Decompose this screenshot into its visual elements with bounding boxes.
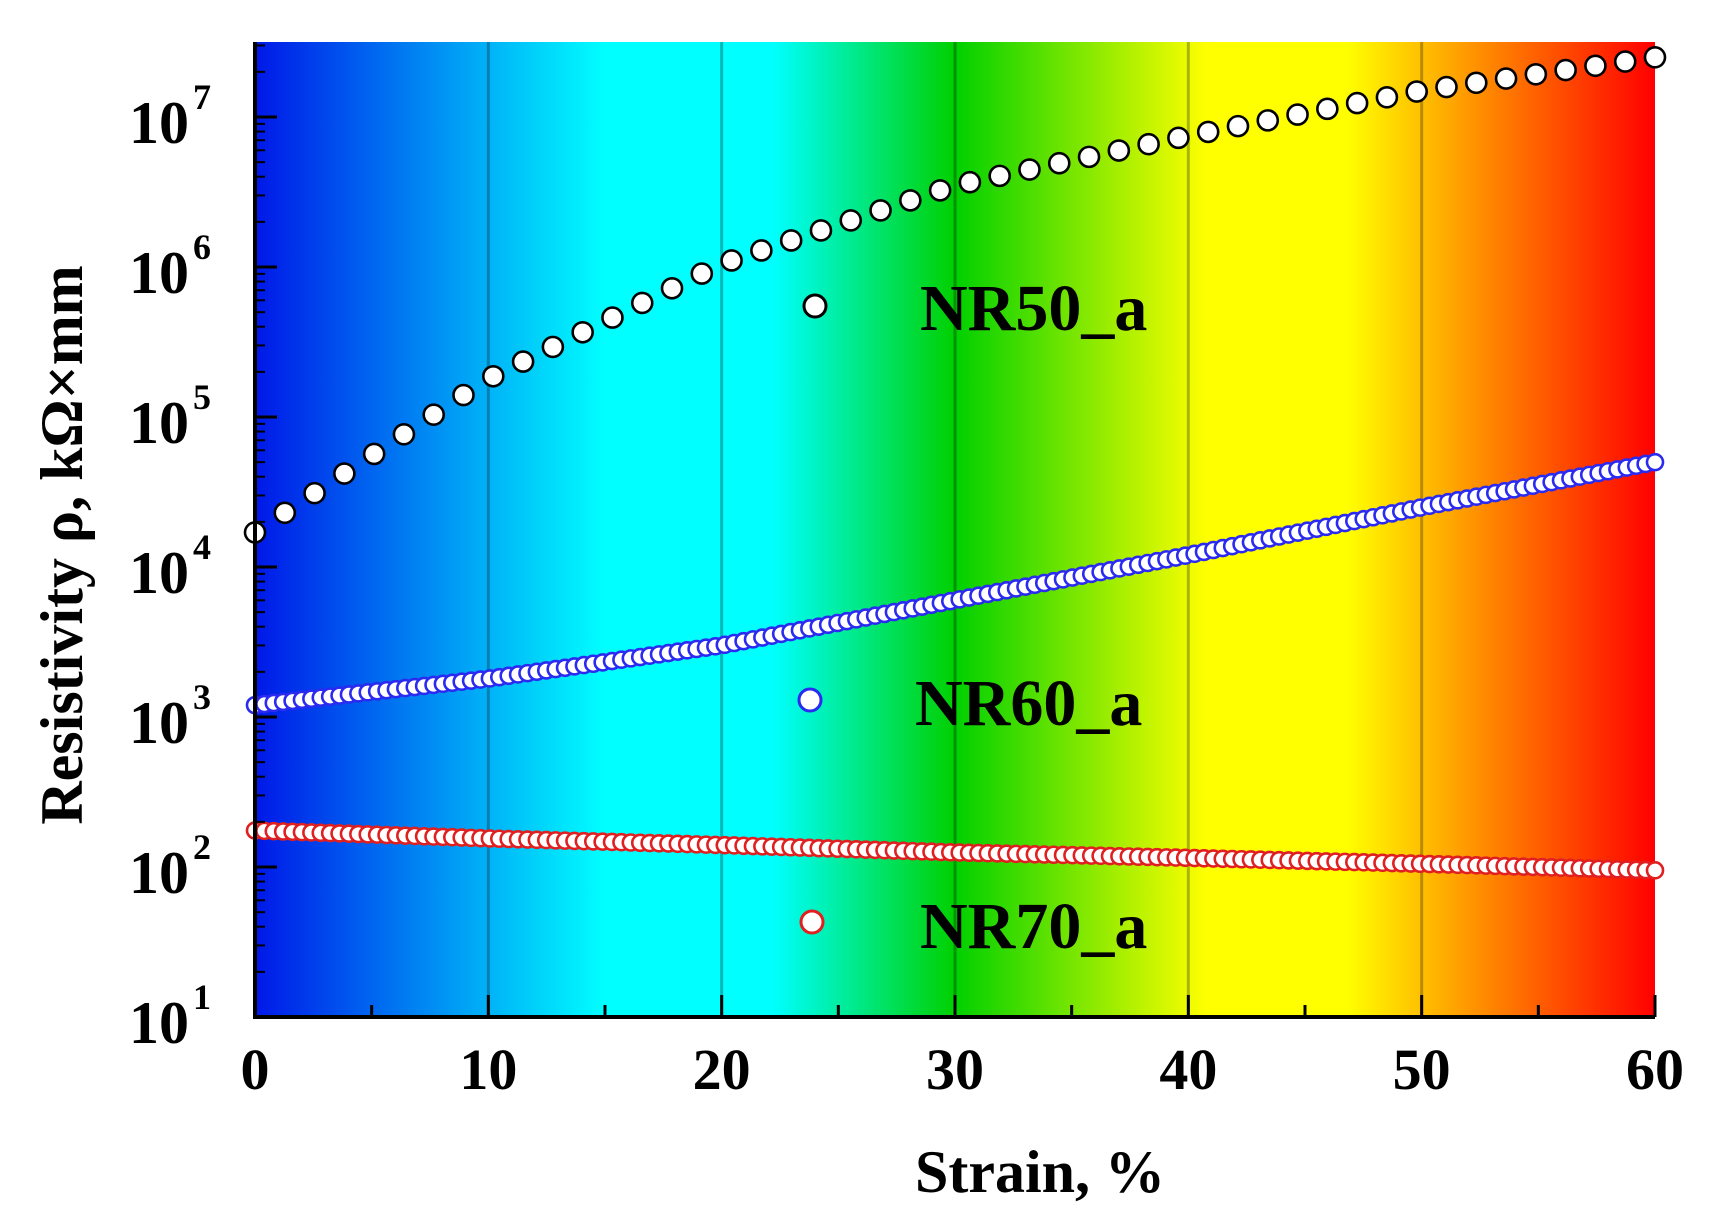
point-NR50_a-46 bbox=[1613, 50, 1637, 73]
y-tick-label-1e7: 10 bbox=[129, 90, 189, 156]
point-NR50_a-42 bbox=[1494, 67, 1518, 90]
point-NR50_a-10 bbox=[541, 335, 565, 359]
point-NR50_a-27 bbox=[1047, 151, 1071, 175]
point-NR50_a-26 bbox=[1018, 158, 1041, 181]
point-NR50_a-2 bbox=[303, 481, 326, 505]
point-NR50_a-15 bbox=[690, 262, 714, 285]
series-layer bbox=[243, 46, 1667, 880]
y-tick-label-1e1: 10 bbox=[129, 990, 189, 1056]
series-NR70_a bbox=[245, 821, 1665, 880]
point-NR50_a-45 bbox=[1584, 54, 1607, 78]
point-NR50_a-13 bbox=[630, 291, 654, 315]
point-NR50_a-1 bbox=[273, 501, 297, 525]
y-axis-title: Resistivity ρ, kΩ×mm bbox=[29, 265, 95, 824]
y-tick-exp-2: 2 bbox=[193, 827, 211, 867]
point-NR50_a-16 bbox=[720, 249, 743, 272]
point-NR50_a-39 bbox=[1405, 80, 1429, 103]
legend-label-nr60: NR60_a bbox=[915, 667, 1142, 740]
point-NR50_a-7 bbox=[452, 383, 475, 407]
point-NR50_a-9 bbox=[511, 350, 535, 373]
point-NR70_a-149 bbox=[1645, 861, 1665, 880]
point-NR50_a-35 bbox=[1286, 103, 1309, 126]
point-NR50_a-19 bbox=[809, 219, 833, 242]
point-NR50_a-28 bbox=[1077, 145, 1101, 169]
legend: NR50_a NR60_a NR70_a bbox=[797, 272, 1147, 963]
x-tick-label-50: 50 bbox=[1393, 1037, 1451, 1102]
x-tick-label-10: 10 bbox=[459, 1037, 517, 1102]
x-tick-label-0: 0 bbox=[241, 1037, 270, 1102]
point-NR50_a-34 bbox=[1256, 109, 1280, 132]
point-NR50_a-24 bbox=[958, 170, 982, 194]
point-NR50_a-17 bbox=[750, 239, 773, 262]
x-tick-label-60: 60 bbox=[1626, 1037, 1684, 1102]
point-NR50_a-41 bbox=[1464, 71, 1488, 95]
point-NR50_a-8 bbox=[481, 364, 505, 388]
y-tick-label-1e6: 10 bbox=[129, 240, 189, 306]
axes bbox=[253, 42, 1657, 1019]
x-tick-label-20: 20 bbox=[693, 1037, 751, 1102]
x-tick-label-40: 40 bbox=[1159, 1037, 1217, 1102]
point-NR50_a-40 bbox=[1435, 75, 1458, 99]
series-NR50_a bbox=[243, 46, 1667, 544]
y-tick-exp-5: 5 bbox=[193, 377, 211, 417]
point-NR50_a-31 bbox=[1167, 126, 1190, 150]
point-NR50_a-38 bbox=[1375, 86, 1399, 109]
point-NR50_a-21 bbox=[869, 199, 892, 222]
point-NR50_a-23 bbox=[928, 179, 952, 202]
point-NR50_a-22 bbox=[899, 189, 922, 212]
y-tick-exp-4: 4 bbox=[193, 527, 211, 567]
point-NR50_a-20 bbox=[839, 209, 863, 232]
y-tick-exp-3: 3 bbox=[193, 677, 211, 717]
point-NR50_a-18 bbox=[779, 229, 803, 252]
y-tick-exp-7: 7 bbox=[193, 77, 211, 117]
y-tick-exp-1: 1 bbox=[193, 977, 211, 1017]
point-NR50_a-5 bbox=[392, 423, 416, 446]
point-NR50_a-36 bbox=[1316, 97, 1339, 121]
x-axis-title: Strain, % bbox=[915, 1139, 1165, 1205]
point-NR50_a-4 bbox=[362, 442, 386, 466]
legend-marker-nr50 bbox=[802, 293, 828, 319]
y-tick-label-1e3: 10 bbox=[129, 690, 189, 756]
point-NR50_a-44 bbox=[1554, 58, 1577, 82]
point-NR50_a-37 bbox=[1345, 91, 1369, 115]
point-NR50_a-29 bbox=[1107, 139, 1131, 162]
point-NR50_a-47 bbox=[1643, 46, 1667, 69]
point-NR50_a-14 bbox=[660, 276, 684, 300]
legend-label-nr70: NR70_a bbox=[920, 890, 1147, 963]
point-NR50_a-3 bbox=[333, 462, 356, 485]
x-tick-labels: 0 10 20 30 40 50 60 bbox=[241, 1037, 1685, 1102]
point-NR50_a-33 bbox=[1226, 114, 1250, 138]
y-tick-label-1e5: 10 bbox=[129, 390, 189, 456]
legend-label-nr50: NR50_a bbox=[920, 272, 1147, 345]
point-NR60_a-149 bbox=[1645, 452, 1665, 472]
point-NR50_a-11 bbox=[571, 320, 594, 344]
point-NR50_a-43 bbox=[1524, 63, 1548, 86]
y-tick-label-1e4: 10 bbox=[129, 540, 189, 606]
point-NR50_a-25 bbox=[988, 164, 1011, 188]
point-NR50_a-12 bbox=[601, 306, 624, 329]
point-NR50_a-6 bbox=[422, 403, 446, 426]
x-tick-label-30: 30 bbox=[926, 1037, 984, 1102]
legend-marker-nr60 bbox=[797, 687, 823, 713]
point-NR50_a-32 bbox=[1196, 120, 1220, 144]
series-NR60_a bbox=[245, 452, 1665, 715]
y-tick-label-1e2: 10 bbox=[129, 840, 189, 906]
legend-marker-nr70 bbox=[799, 909, 825, 935]
y-tick-exp-6: 6 bbox=[193, 227, 211, 267]
point-NR50_a-30 bbox=[1137, 132, 1160, 156]
